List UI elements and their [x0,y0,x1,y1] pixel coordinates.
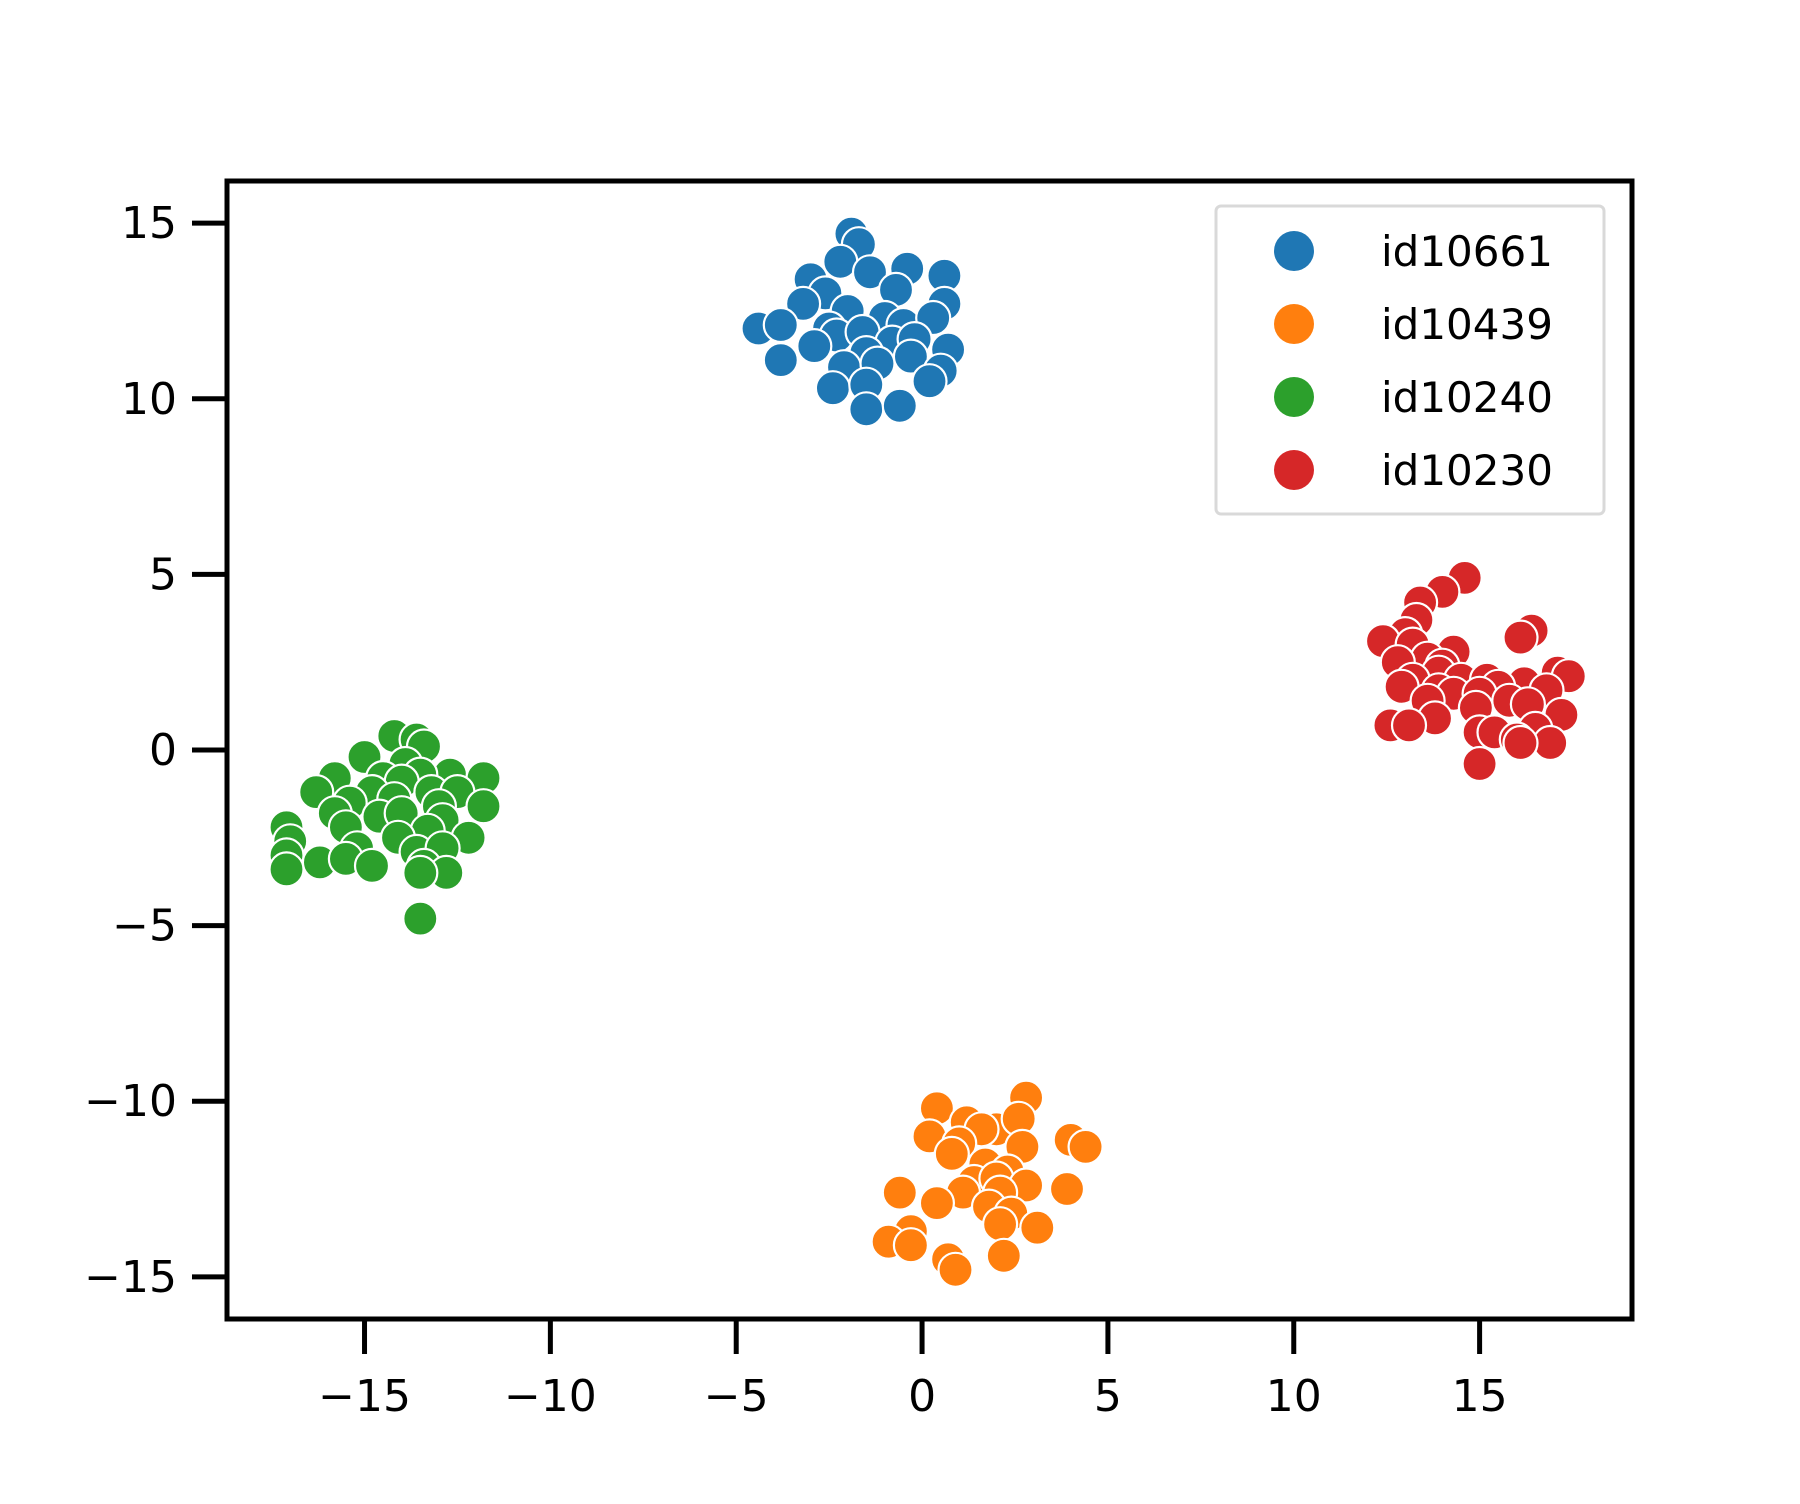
legend-label: id10439 [1381,300,1553,349]
data-point [985,1237,1022,1274]
data-point [353,847,391,885]
series-id10240 [268,717,502,937]
legend-label: id10661 [1381,227,1553,276]
x-tick-label: 10 [1266,1371,1322,1422]
data-point [762,342,799,379]
x-axis: −15 −10 −5 0 5 10 15 [318,1319,1508,1422]
y-tick-label: 15 [121,198,177,249]
data-point [937,1251,974,1288]
x-tick-label: −5 [704,1371,769,1422]
data-point [796,328,833,365]
data-point [933,1135,970,1173]
series-id10439 [870,1079,1104,1288]
legend-box [1214,204,1606,516]
y-tick-label: 0 [149,725,177,776]
legend-label: id10240 [1381,373,1553,422]
series-id10230 [1364,559,1587,783]
y-tick-label: 10 [121,374,177,425]
data-point [268,851,305,888]
y-tick-label: −5 [112,901,177,952]
legend-marker [1274,450,1314,490]
data-point [784,285,822,322]
data-point [402,854,439,892]
legend: id10661 id10439 id10240 id10230 [1214,204,1606,516]
legend-marker [1274,304,1314,344]
data-point [814,370,852,407]
data-point [1502,619,1539,656]
legend-marker [1274,231,1314,271]
data-point [1390,707,1428,744]
data-point [1502,724,1539,762]
data-point [918,1184,956,1222]
data-point [1067,1128,1104,1166]
data-point [911,363,948,400]
plot-frame [224,178,1635,1322]
data-point [465,788,502,825]
data-point [851,254,889,291]
data-point [848,391,885,428]
series-id10661 [740,215,967,428]
x-tick-label: 5 [1094,1371,1122,1422]
data-point [762,306,799,344]
y-tick-label: −10 [84,1076,177,1127]
x-tick-label: 15 [1452,1371,1508,1422]
x-tick-label: 0 [908,1371,936,1422]
data-point [892,1227,930,1264]
x-tick-label: −10 [504,1371,597,1422]
legend-marker [1274,377,1314,417]
data-point [881,1174,918,1211]
y-axis: 15 10 5 0 −5 −10 −15 [84,198,227,1303]
data-point [881,387,918,424]
data-point [1461,745,1498,783]
legend-label: id10230 [1381,446,1553,495]
y-tick-label: −15 [84,1252,177,1303]
data-point [981,1206,1019,1243]
x-tick-label: −15 [318,1371,411,1422]
data-point [1019,1209,1056,1246]
points-layer [268,215,1587,1288]
data-point [1048,1170,1086,1208]
y-tick-label: 5 [149,549,177,600]
data-point [402,900,439,937]
